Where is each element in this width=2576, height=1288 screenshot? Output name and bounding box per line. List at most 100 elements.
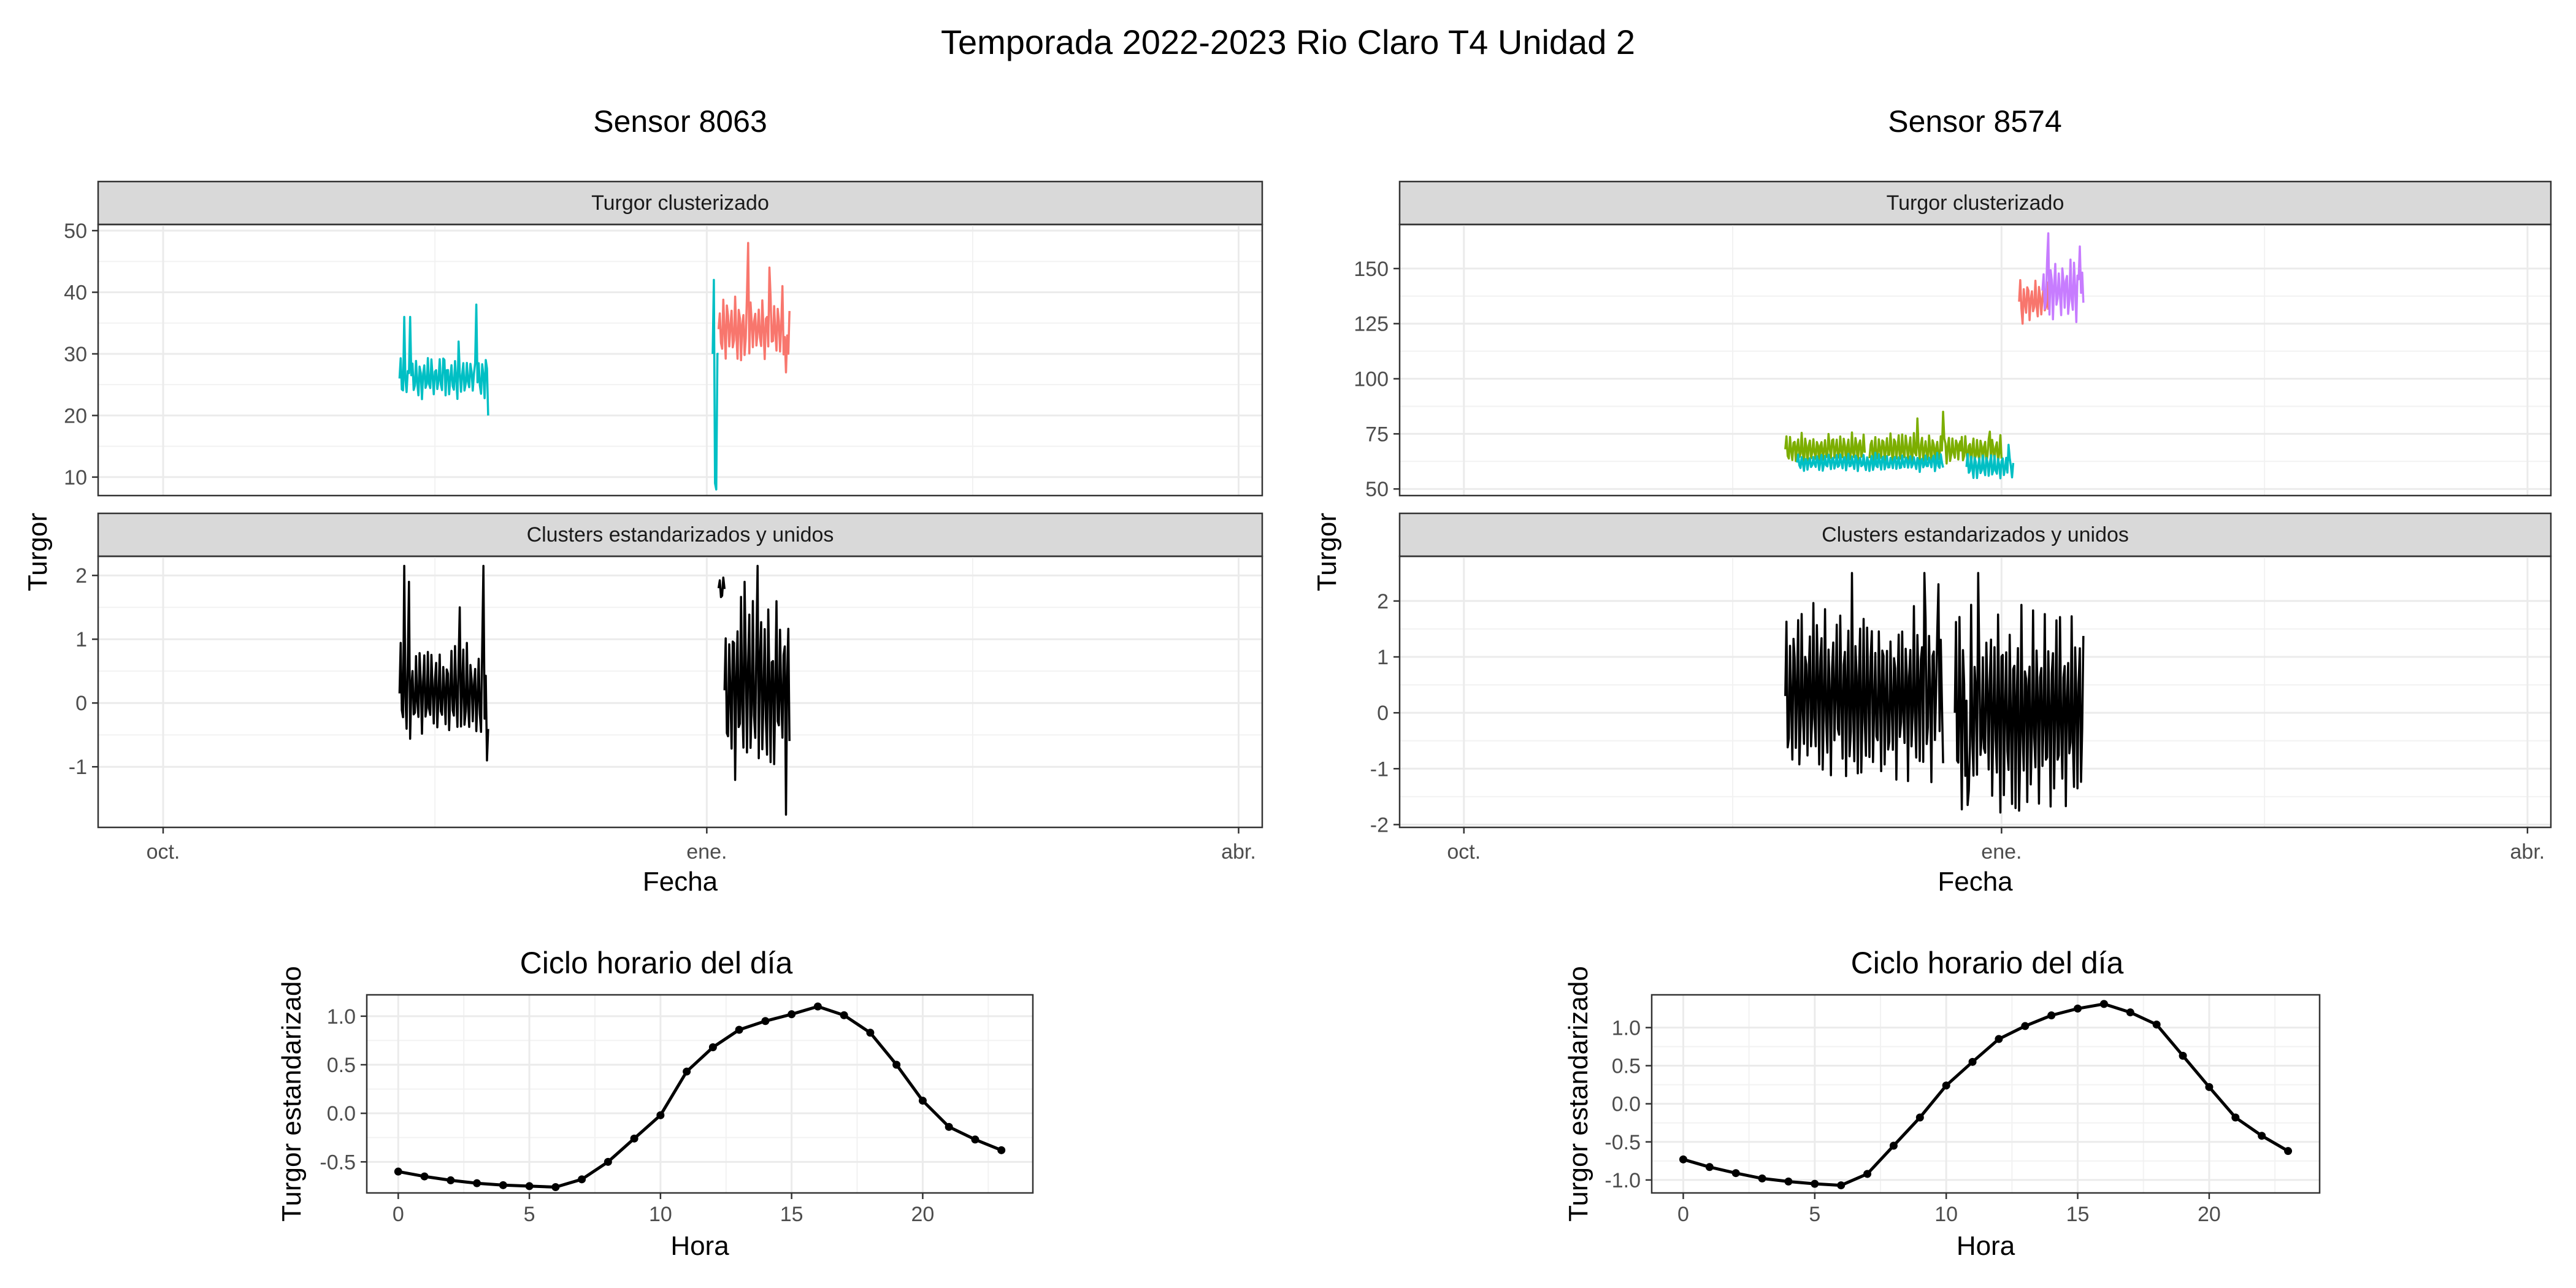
y-tick-label: 1.0: [1612, 1016, 1641, 1040]
x-tick-label: 0: [1677, 1203, 1689, 1226]
hourly-point: [997, 1146, 1006, 1154]
x-tick-label: 15: [780, 1203, 803, 1226]
hourly-point: [656, 1111, 665, 1119]
hourly-point: [499, 1181, 507, 1189]
panel-border: [97, 223, 1263, 497]
y-tick-label: 2: [75, 564, 87, 588]
y-tick-label: 30: [64, 343, 87, 366]
hourly-point: [2284, 1147, 2293, 1156]
y-tick-label: 0.5: [327, 1054, 356, 1077]
series-line: [717, 242, 791, 374]
y-tick-label: -2: [1370, 813, 1389, 837]
y-axis-label: Turgor: [23, 513, 53, 591]
hourly-point: [1679, 1155, 1687, 1163]
facet-strip-label: Clusters estandarizados y unidos: [527, 523, 834, 546]
hourly-point: [2099, 1000, 2108, 1008]
y-tick-label: -0.5: [320, 1151, 356, 1174]
facet-strip: [97, 180, 1263, 226]
y-tick-label: 0.5: [1612, 1055, 1641, 1078]
panel-border: [1398, 223, 2552, 497]
series-line: [1784, 572, 1944, 783]
series-line: [398, 303, 489, 416]
series-line: [1965, 443, 2015, 480]
hourly-point: [2021, 1022, 2030, 1030]
hourly-cycle-plot: Ciclo horario del día -0.5 0.0 0.5 1.0 0 5 10 15…: [277, 946, 1034, 1261]
x-tick-label: ene.: [1981, 840, 2022, 864]
y-tick-label: 10: [64, 466, 87, 489]
hourly-line: [1682, 1002, 2289, 1187]
hourly-point: [2231, 1113, 2240, 1122]
y-tick-label: -0.5: [1604, 1131, 1641, 1154]
hourly-point: [945, 1122, 953, 1131]
y-tick-label: 125: [1354, 313, 1389, 336]
hourly-point: [735, 1025, 743, 1034]
y-axis-label: Turgor estandarizado: [1563, 966, 1593, 1222]
x-tick-label: oct.: [1447, 840, 1481, 864]
x-tick-label: abr.: [2510, 840, 2545, 864]
hourly-point: [1837, 1181, 1846, 1190]
hourly-point: [1942, 1081, 1950, 1090]
x-axis-label: Hora: [670, 1231, 729, 1261]
y-tick-label: 0: [1377, 702, 1389, 725]
y-tick-label: 40: [64, 282, 87, 305]
y-tick-label: 50: [64, 220, 87, 243]
y-tick-label: 20: [64, 404, 87, 427]
y-tick-label: 0.0: [1612, 1093, 1641, 1116]
hourly-point: [630, 1134, 638, 1143]
y-tick-label: -1.0: [1604, 1169, 1641, 1192]
hourly-point: [2047, 1011, 2056, 1020]
y-tick-label: 0: [75, 692, 87, 715]
hourly-point: [840, 1011, 848, 1019]
hourly-point: [473, 1179, 481, 1187]
y-tick-label: -1: [69, 756, 87, 779]
y-tick-label: 2: [1377, 590, 1389, 613]
y-tick-label: 1: [75, 628, 87, 651]
hourly-point: [447, 1176, 455, 1184]
hourly-point: [578, 1175, 586, 1184]
hourly-point: [1968, 1057, 1977, 1066]
hourly-point: [1889, 1141, 1898, 1150]
hourly-point: [394, 1167, 402, 1176]
facet-panel: Clusters estandarizados y unidos -2 -1 0 1 2: [1370, 512, 2552, 837]
x-tick-label: 20: [911, 1203, 935, 1226]
series-line: [2041, 232, 2085, 323]
hourly-point: [761, 1017, 770, 1025]
series-line: [723, 564, 791, 816]
hourly-point: [1758, 1174, 1766, 1183]
x-axis-label: Hora: [1957, 1231, 2015, 1261]
panel-border: [1398, 555, 2552, 829]
series-line: [711, 278, 719, 491]
hourly-line: [397, 1005, 1002, 1189]
x-tick-label: 5: [1809, 1203, 1820, 1226]
facet-panel: Clusters estandarizados y unidos -1 0 1 2: [69, 512, 1263, 829]
x-tick-label: 20: [2198, 1203, 2221, 1226]
hourly-point: [2258, 1132, 2266, 1140]
y-tick-label: 1: [1377, 646, 1389, 669]
hourly-point: [788, 1010, 796, 1019]
facet-strip-label: Turgor clusterizado: [591, 191, 769, 215]
hourly-point: [866, 1029, 875, 1037]
panel-border: [1650, 994, 2321, 1194]
hourly-point: [1995, 1035, 2003, 1043]
x-axis-label: Fecha: [643, 867, 718, 897]
y-tick-label: 50: [1365, 478, 1389, 501]
hourly-title: Ciclo horario del día: [520, 946, 793, 980]
hourly-point: [813, 1002, 822, 1011]
hourly-point: [2074, 1004, 2082, 1013]
x-tick-label: 5: [524, 1203, 535, 1226]
x-tick-label: ene.: [686, 840, 727, 864]
series-line: [1796, 451, 1944, 473]
hourly-point: [525, 1182, 534, 1190]
hourly-point: [2205, 1083, 2214, 1091]
y-tick-label: 1.0: [327, 1005, 356, 1029]
y-tick-label: 75: [1365, 423, 1389, 446]
hourly-point: [1863, 1170, 1872, 1178]
hourly-point: [2126, 1008, 2134, 1017]
hourly-point: [1784, 1177, 1793, 1186]
hourly-point: [971, 1135, 979, 1144]
y-tick-label: 100: [1354, 368, 1389, 391]
facet-strip-label: Clusters estandarizados y unidos: [1822, 523, 2129, 546]
facet-panel: Turgor clusterizado 10 20 30 40 50: [64, 180, 1263, 497]
